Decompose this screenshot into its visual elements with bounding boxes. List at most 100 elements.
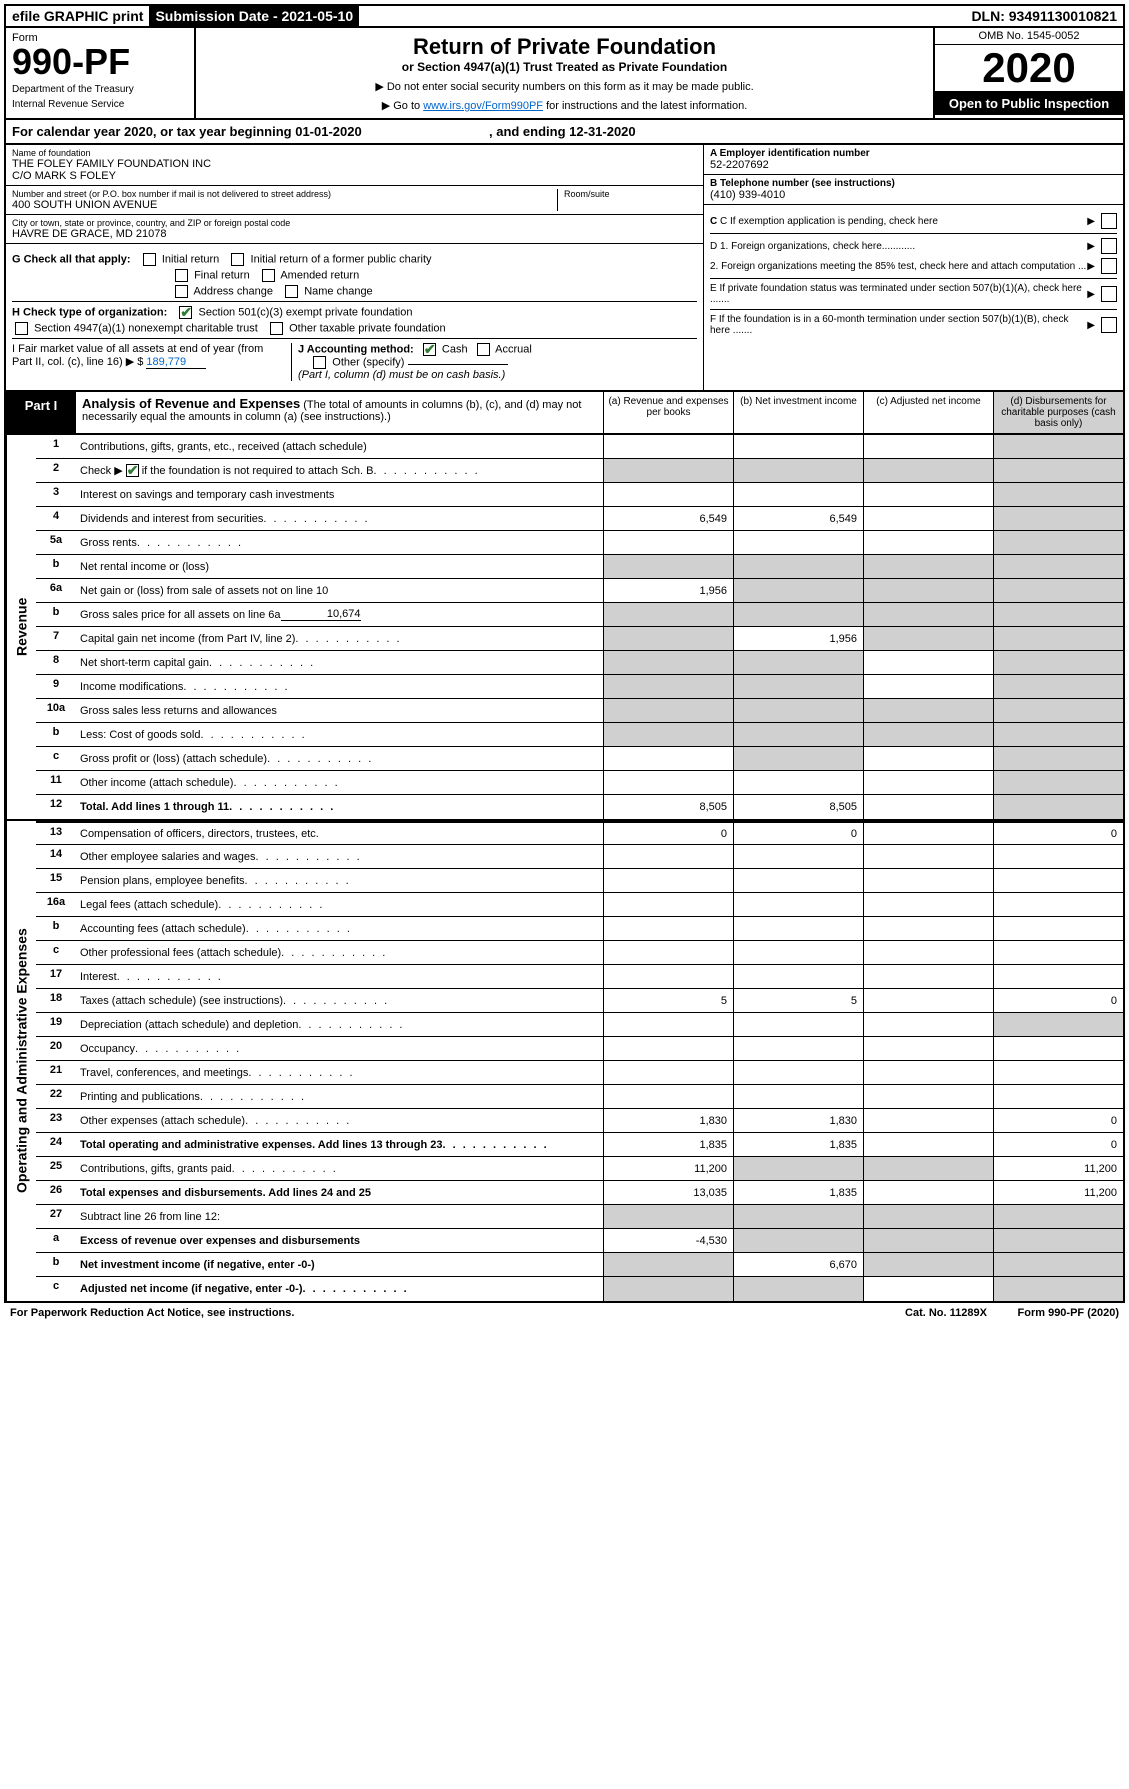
cb-amended[interactable] <box>262 269 275 282</box>
row-desc: Gross rents <box>76 531 603 554</box>
cell-a <box>603 435 733 458</box>
cb-sch-b[interactable] <box>126 464 139 477</box>
row-desc: Contributions, gifts, grants paid <box>76 1157 603 1180</box>
i-label: I Fair market value of all assets at end… <box>12 343 263 368</box>
cb-name-change[interactable] <box>285 285 298 298</box>
dln-label: DLN: 93491130010821 <box>965 6 1123 26</box>
open-public: Open to Public Inspection <box>935 92 1123 115</box>
cell-b <box>733 699 863 722</box>
irs-link[interactable]: www.irs.gov/Form990PF <box>423 100 543 112</box>
cell-b <box>733 1037 863 1060</box>
cell-b <box>733 917 863 940</box>
cell-b <box>733 555 863 578</box>
cell-d <box>993 845 1123 868</box>
cell-b: 8,505 <box>733 795 863 819</box>
cell-b: 6,549 <box>733 507 863 530</box>
cell-d <box>993 795 1123 819</box>
row-r16b: bAccounting fees (attach schedule) <box>36 917 1123 941</box>
cb-accrual[interactable] <box>477 343 490 356</box>
cell-a <box>603 531 733 554</box>
cb-c[interactable] <box>1101 213 1117 229</box>
form-subtitle: or Section 4947(a)(1) Trust Treated as P… <box>202 60 927 74</box>
e-text: E If private foundation status was termi… <box>710 283 1087 305</box>
cell-d <box>993 1277 1123 1301</box>
cb-initial-former[interactable] <box>231 253 244 266</box>
row-num: 2 <box>36 459 76 482</box>
cell-a: 0 <box>603 823 733 844</box>
cell-b <box>733 675 863 698</box>
row-r15: 15Pension plans, employee benefits <box>36 869 1123 893</box>
cell-d <box>993 675 1123 698</box>
row-r16c: cOther professional fees (attach schedul… <box>36 941 1123 965</box>
cell-b: 0 <box>733 823 863 844</box>
cb-f[interactable] <box>1101 317 1117 333</box>
row-num: 1 <box>36 435 76 458</box>
initial-label: Initial return <box>162 253 219 265</box>
cb-d1[interactable] <box>1101 238 1117 254</box>
cb-4947[interactable] <box>15 322 28 335</box>
cell-a <box>603 651 733 674</box>
row-desc: Gross sales less returns and allowances <box>76 699 603 722</box>
cell-d <box>993 435 1123 458</box>
row-num: 20 <box>36 1037 76 1060</box>
cb-cash[interactable] <box>423 343 436 356</box>
cb-initial[interactable] <box>143 253 156 266</box>
cell-d <box>993 771 1123 794</box>
cell-d: 0 <box>993 989 1123 1012</box>
cb-final[interactable] <box>175 269 188 282</box>
row-desc: Depreciation (attach schedule) and deple… <box>76 1013 603 1036</box>
row-desc: Taxes (attach schedule) (see instruction… <box>76 989 603 1012</box>
cell-d <box>993 1013 1123 1036</box>
row-desc: Other professional fees (attach schedule… <box>76 941 603 964</box>
cell-a <box>603 675 733 698</box>
name-change-label: Name change <box>304 285 373 297</box>
cell-c <box>863 531 993 554</box>
row-num: 8 <box>36 651 76 674</box>
s501-label: Section 501(c)(3) exempt private foundat… <box>198 306 412 318</box>
foundation-name: THE FOLEY FAMILY FOUNDATION INC <box>12 158 697 170</box>
cell-a: 8,505 <box>603 795 733 819</box>
irs-label: Internal Revenue Service <box>12 99 188 110</box>
cell-b <box>733 723 863 746</box>
cb-d2[interactable] <box>1101 258 1117 274</box>
cell-c <box>863 699 993 722</box>
cell-b <box>733 531 863 554</box>
cell-b <box>733 579 863 602</box>
cell-a <box>603 627 733 650</box>
row-desc: Travel, conferences, and meetings <box>76 1061 603 1084</box>
initial-former-label: Initial return of a former public charit… <box>251 253 432 265</box>
row-num: 18 <box>36 989 76 1012</box>
row-num: c <box>36 747 76 770</box>
cell-c <box>863 1109 993 1132</box>
row-r3: 3Interest on savings and temporary cash … <box>36 483 1123 507</box>
other-tax-label: Other taxable private foundation <box>289 322 446 334</box>
cell-a <box>603 483 733 506</box>
cb-other-tax[interactable] <box>270 322 283 335</box>
row-desc: Gross profit or (loss) (attach schedule) <box>76 747 603 770</box>
cell-a: 1,956 <box>603 579 733 602</box>
cb-other-method[interactable] <box>313 356 326 369</box>
cell-b <box>733 483 863 506</box>
row-desc: Total. Add lines 1 through 11 <box>76 795 603 819</box>
cell-b: 6,670 <box>733 1253 863 1276</box>
cell-d: 11,200 <box>993 1157 1123 1180</box>
row-r18: 18Taxes (attach schedule) (see instructi… <box>36 989 1123 1013</box>
cell-c <box>863 965 993 988</box>
cell-c <box>863 771 993 794</box>
cb-addr-change[interactable] <box>175 285 188 298</box>
cb-e[interactable] <box>1101 286 1117 302</box>
city-label: City or town, state or province, country… <box>12 218 697 228</box>
form-header: Form 990-PF Department of the Treasury I… <box>4 28 1125 120</box>
cell-b: 5 <box>733 989 863 1012</box>
row-r20: 20Occupancy <box>36 1037 1123 1061</box>
row-desc: Dividends and interest from securities <box>76 507 603 530</box>
row-desc: Gross sales price for all assets on line… <box>76 603 603 626</box>
row-num: 21 <box>36 1061 76 1084</box>
cell-c <box>863 555 993 578</box>
cb-501c3[interactable] <box>179 306 192 319</box>
cell-d <box>993 579 1123 602</box>
row-desc: Subtract line 26 from line 12: <box>76 1205 603 1228</box>
cell-b <box>733 1157 863 1180</box>
cell-a <box>603 965 733 988</box>
row-r12: 12Total. Add lines 1 through 118,5058,50… <box>36 795 1123 819</box>
